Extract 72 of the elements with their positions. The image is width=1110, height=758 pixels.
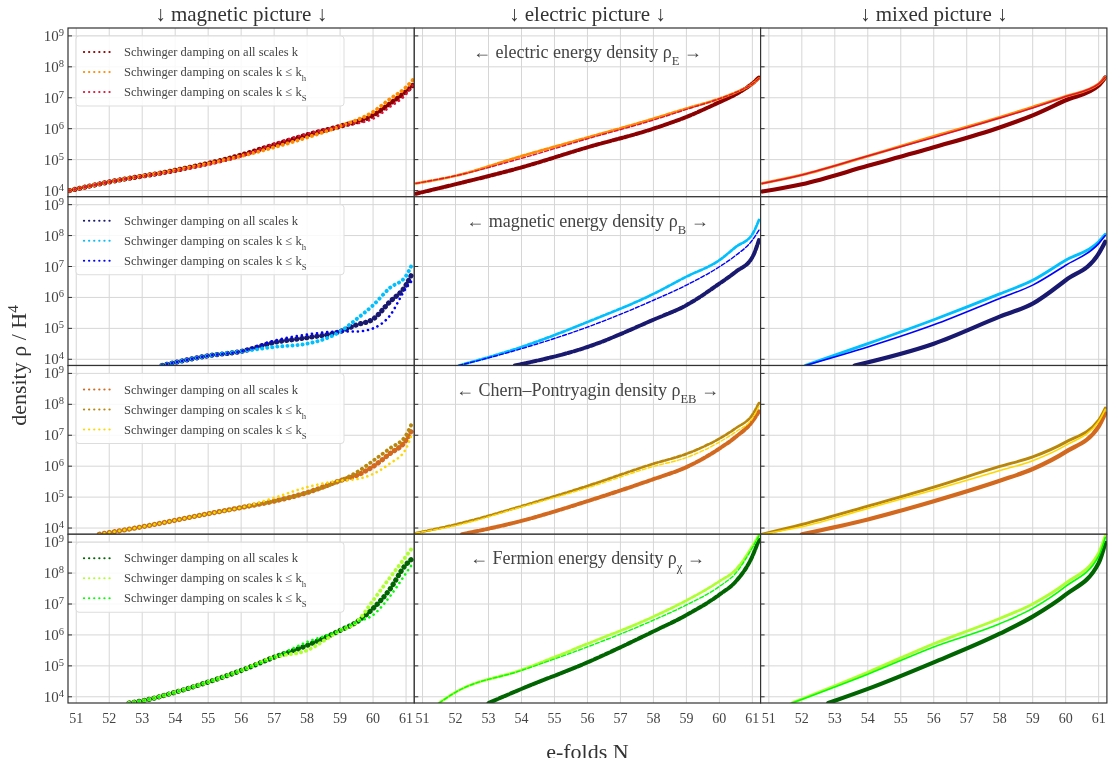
- legend-label: Schwinger damping on scales k ≤ k$_{S}$: [124, 591, 307, 610]
- x-tick-label: 61: [745, 711, 760, 726]
- x-tick-label: 58: [646, 711, 661, 726]
- x-tick-label: 59: [333, 711, 348, 726]
- y-tick-label: 10$^{6}$: [43, 287, 64, 306]
- y-tick-label: 10$^{4}$: [43, 687, 65, 705]
- x-tick-label: 56: [234, 711, 249, 726]
- y-tick-label: 10$^{7}$: [43, 594, 64, 612]
- x-tick-label: 57: [267, 711, 282, 726]
- y-tick-label: 10$^{6}$: [43, 456, 64, 475]
- x-tick-label: 55: [893, 711, 908, 726]
- legend-label: Schwinger damping on all scales k: [124, 382, 299, 397]
- chart-title: ↓ mixed picture ↓: [859, 2, 1008, 26]
- legend-label: Schwinger damping on scales k ≤ k$_{h}$: [124, 571, 307, 590]
- y-tick-label: 10$^{9}$: [43, 363, 64, 382]
- x-tick-label: 59: [1025, 711, 1040, 726]
- x-tick-label: 53: [135, 711, 150, 726]
- y-tick-label: 10$^{9}$: [43, 26, 64, 44]
- annotation: ← Chern–Pontryagin density ρ$_{EB}$ →: [455, 379, 719, 406]
- x-tick-label: 58: [992, 711, 1007, 726]
- chart-title: ↓ magnetic picture ↓: [155, 2, 328, 26]
- x-tick-label: 58: [300, 711, 315, 726]
- y-tick-label: 10$^{8}$: [43, 57, 64, 75]
- y-tick-label: 10$^{7}$: [43, 257, 64, 275]
- x-tick-label: 55: [547, 711, 562, 726]
- x-tick-label: 61: [1091, 711, 1106, 726]
- x-tick-label: 54: [514, 711, 529, 726]
- x-tick-label: 52: [448, 711, 463, 726]
- x-tick-label: 59: [679, 711, 694, 726]
- x-tick-label: 52: [102, 711, 117, 726]
- legend-label: Schwinger damping on scales k ≤ k$_{h}$: [124, 233, 307, 252]
- legend-label: Schwinger damping on all scales k: [124, 45, 299, 59]
- y-tick-label: 10$^{6}$: [43, 625, 64, 643]
- x-tick-label: 57: [959, 711, 974, 726]
- x-tick-label: 51: [69, 711, 84, 726]
- x-tick-label: 56: [926, 711, 941, 726]
- x-tick-label: 54: [168, 711, 183, 726]
- x-tick-label: 51: [761, 711, 776, 726]
- x-tick-label: 61: [399, 711, 414, 726]
- y-tick-label: 10$^{8}$: [43, 394, 64, 413]
- legend-label: Schwinger damping on scales k ≤ k$_{S}$: [124, 85, 307, 103]
- x-tick-label: 57: [613, 711, 628, 726]
- legend-label: Schwinger damping on scales k ≤ k$_{S}$: [124, 253, 307, 272]
- legend-label: Schwinger damping on scales k ≤ k$_{h}$: [124, 402, 307, 421]
- x-tick-label: 55: [201, 711, 216, 726]
- x-tick-label: 60: [366, 711, 381, 726]
- x-tick-label: 60: [712, 711, 727, 726]
- y-tick-label: 10$^{5}$: [43, 150, 64, 168]
- y-tick-label: 10$^{8}$: [43, 563, 64, 582]
- x-tick-label: 53: [481, 711, 496, 726]
- x-tick-label: 56: [580, 711, 595, 726]
- y-tick-label: 10$^{5}$: [43, 487, 64, 506]
- legend-label: Schwinger damping on all scales k: [124, 551, 299, 566]
- x-tick-label: 52: [794, 711, 809, 726]
- y-tick-label: 10$^{5}$: [43, 656, 64, 674]
- legend-label: Schwinger damping on scales k ≤ k$_{h}$: [124, 65, 307, 83]
- legend-label: Schwinger damping on all scales k: [124, 213, 299, 228]
- y-tick-label: 10$^{9}$: [43, 532, 64, 551]
- legend-label: Schwinger damping on scales k ≤ k$_{S}$: [124, 422, 307, 441]
- annotation: ← magnetic energy density ρ$_{B}$ →: [466, 210, 709, 237]
- y-tick-label: 10$^{6}$: [43, 119, 64, 137]
- y-tick-label: 10$^{8}$: [43, 226, 64, 244]
- annotation: ← Fermion energy density ρ$_{χ}$ →: [470, 548, 705, 575]
- x-tick-label: 53: [827, 711, 842, 726]
- x-tick-label: 51: [415, 711, 430, 726]
- y-tick-label: 10$^{7}$: [43, 88, 64, 106]
- y-tick-label: 10$^{7}$: [43, 425, 64, 444]
- annotation: ← electric energy density ρ$_{E}$ →: [473, 42, 702, 68]
- x-tick-label: 54: [860, 711, 875, 726]
- x-tick-label: 60: [1058, 711, 1073, 726]
- y-tick-label: 10$^{5}$: [43, 318, 64, 337]
- chart-title: ↓ electric picture ↓: [509, 2, 666, 26]
